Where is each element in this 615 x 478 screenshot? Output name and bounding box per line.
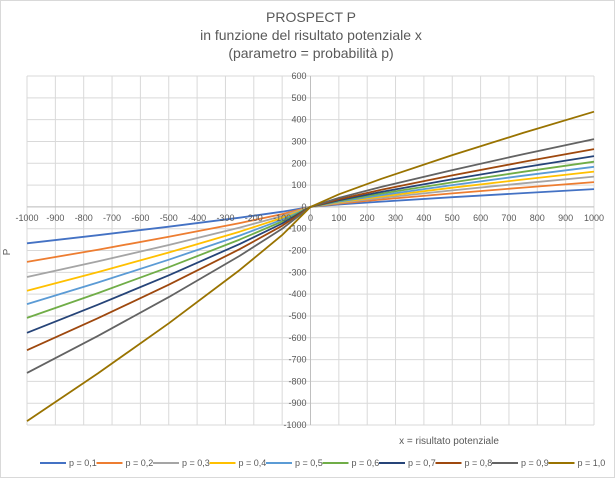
tick-labels: -1000 -900 -800 -700 -600 -500 -400 -300 -200 -10… [15,71,604,430]
legend-label: p = 0,7 [408,458,436,468]
x-tick-label: 100 [331,213,346,223]
chart-title-line-2: in funzione del risultato potenziale x [200,27,422,43]
x-tick-label: 700 [501,213,516,223]
legend: p = 0,1 p = 0,2 p = 0,3 p = 0,4 p = 0,5 p = 0… [40,458,605,468]
x-tick-label: 600 [473,213,488,223]
y-axis-label: P [2,248,13,255]
x-tick-label: -900 [46,213,64,223]
y-tick-label: -600 [288,333,306,343]
y-tick-label: -900 [288,398,306,408]
x-axis-label: x = risultato potenziale [399,436,499,447]
chart-title-line-1: PROSPECT P [266,9,356,25]
x-tick-label: -500 [160,213,178,223]
x-tick-label: 900 [558,213,573,223]
x-tick-label: -800 [75,213,93,223]
y-tick-label: -500 [288,311,306,321]
y-tick-label: 300 [291,136,306,146]
x-tick-label: 800 [530,213,545,223]
legend-label: p = 0,3 [182,458,210,468]
legend-label: p = 1,0 [578,458,606,468]
series-lines [26,110,595,422]
y-tick-label: 400 [291,115,306,125]
y-tick-label: -100 [288,224,306,234]
y-tick-label: 0 [301,202,306,212]
y-tick-label: 500 [291,93,306,103]
y-tick-label: 200 [291,158,306,168]
series-line-10 [26,110,595,422]
y-tick-label: -400 [288,289,306,299]
x-tick-label: 200 [360,213,375,223]
x-tick-label: 1000 [584,213,604,223]
x-tick-label: -700 [103,213,121,223]
x-tick-label: -200 [245,213,263,223]
y-tick-label: 100 [291,180,306,190]
legend-label: p = 0,2 [126,458,154,468]
y-tick-label: -800 [288,376,306,386]
chart-title-line-3: (parametro = probabilità p) [228,45,393,61]
x-tick-label: -400 [188,213,206,223]
legend-label: p = 0,4 [239,458,267,468]
legend-label: p = 0,1 [69,458,97,468]
y-tick-label: 600 [291,71,306,81]
legend-label: p = 0,8 [465,458,493,468]
x-tick-label: -1000 [15,213,38,223]
x-tick-label: -600 [131,213,149,223]
x-tick-label: 0 [308,213,313,223]
x-tick-label: -100 [273,213,291,223]
y-tick-label: -300 [288,267,306,277]
y-tick-label: -1000 [283,420,306,430]
legend-label: p = 0,5 [295,458,323,468]
x-tick-label: -300 [216,213,234,223]
y-tick-label: -200 [288,246,306,256]
legend-label: p = 0,6 [352,458,380,468]
y-tick-label: -700 [288,355,306,365]
x-tick-label: 400 [416,213,431,223]
legend-label: p = 0,9 [521,458,549,468]
x-tick-label: 500 [445,213,460,223]
x-tick-label: 300 [388,213,403,223]
